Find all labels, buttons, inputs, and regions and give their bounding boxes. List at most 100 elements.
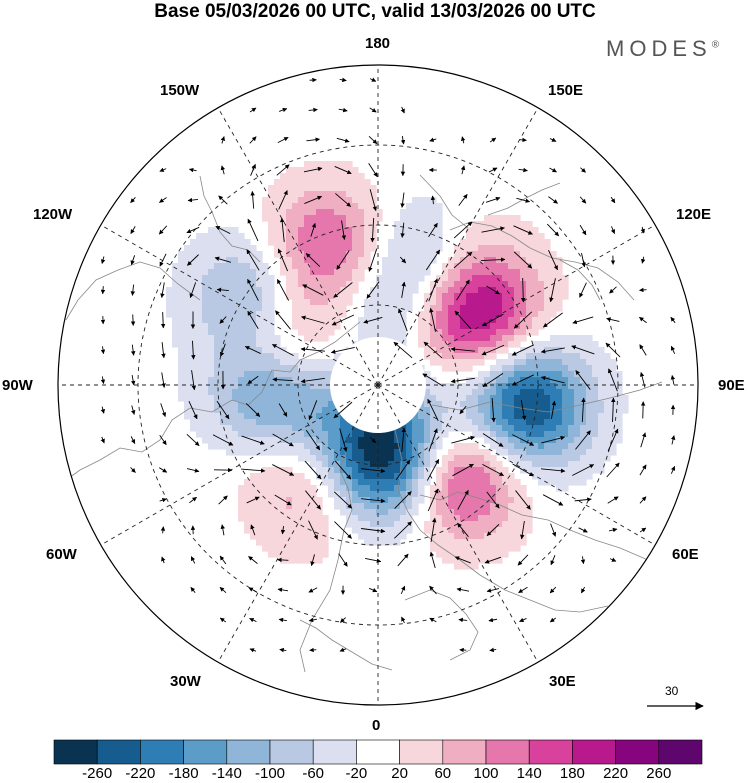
field-cell	[322, 443, 329, 450]
field-cell	[310, 215, 317, 222]
field-cell	[436, 533, 443, 540]
field-cell	[292, 167, 299, 174]
field-cell	[472, 353, 479, 360]
field-cell	[352, 179, 359, 186]
field-cell	[364, 251, 371, 258]
field-cell	[286, 449, 293, 456]
field-cell	[406, 215, 413, 222]
field-cell	[490, 491, 497, 498]
field-cell	[286, 419, 293, 426]
field-cell	[532, 431, 539, 438]
field-cell	[538, 449, 545, 456]
field-cell	[472, 473, 479, 480]
field-cell	[418, 473, 425, 480]
wind-arrow	[540, 347, 565, 354]
field-cell	[310, 449, 317, 456]
field-cell	[232, 437, 239, 444]
field-cell	[436, 425, 443, 432]
field-cell	[418, 485, 425, 492]
field-cell	[292, 479, 299, 486]
field-cell	[352, 203, 359, 210]
field-cell	[256, 311, 263, 318]
field-cell	[298, 419, 305, 426]
wind-arrow	[546, 223, 560, 237]
field-cell	[496, 431, 503, 438]
field-cell	[370, 455, 377, 462]
field-cell	[544, 359, 551, 366]
field-cell	[466, 491, 473, 498]
field-cell	[352, 257, 359, 264]
field-cell	[514, 515, 521, 522]
field-cell	[178, 395, 185, 402]
field-cell	[478, 305, 485, 312]
field-cell	[178, 287, 185, 294]
field-cell	[424, 209, 431, 216]
field-cell	[508, 365, 515, 372]
field-cell	[454, 293, 461, 300]
field-cell	[244, 257, 251, 264]
field-cell	[190, 395, 197, 402]
field-cell	[364, 257, 371, 264]
lon-label-90w: 90W	[2, 377, 33, 394]
field-cell	[292, 527, 299, 534]
field-cell	[274, 233, 281, 240]
map-border	[57, 64, 699, 706]
field-cell	[304, 329, 311, 336]
field-cell	[562, 395, 569, 402]
field-cell	[406, 449, 413, 456]
field-cell	[268, 479, 275, 486]
field-cell	[268, 335, 275, 342]
wind-arrow	[401, 281, 406, 298]
wind-arrow	[542, 494, 564, 506]
field-cell	[322, 467, 329, 474]
wind-arrow	[218, 495, 228, 505]
field-cell	[268, 281, 275, 288]
field-cell	[496, 335, 503, 342]
field-cell	[232, 371, 239, 378]
field-cell	[334, 425, 341, 432]
field-cell	[424, 227, 431, 234]
field-cell	[304, 449, 311, 456]
field-cell	[466, 365, 473, 372]
field-cell	[478, 233, 485, 240]
coastline	[65, 359, 301, 481]
field-cell	[358, 197, 365, 204]
field-cell	[472, 401, 479, 408]
field-cell	[274, 479, 281, 486]
field-cell	[586, 461, 593, 468]
field-cell	[472, 287, 479, 294]
field-cell	[298, 413, 305, 420]
field-cell	[478, 503, 485, 510]
field-cell	[514, 299, 521, 306]
colorbar-tick-label: 20	[391, 765, 408, 782]
field-cell	[550, 389, 557, 396]
field-cell	[238, 347, 245, 354]
field-cell	[322, 539, 329, 546]
field-cell	[526, 305, 533, 312]
field-cell	[256, 443, 263, 450]
field-cell	[262, 287, 269, 294]
field-cell	[172, 329, 179, 336]
field-cell	[460, 263, 467, 270]
field-cell	[322, 239, 329, 246]
field-cell	[490, 215, 497, 222]
field-cell	[220, 359, 227, 366]
field-cell	[400, 323, 407, 330]
field-cell	[256, 353, 263, 360]
field-cell	[250, 245, 257, 252]
field-cell	[292, 179, 299, 186]
field-cell	[328, 299, 335, 306]
wind-arrow	[520, 521, 525, 540]
field-cell	[478, 341, 485, 348]
wind-arrow	[241, 468, 266, 473]
field-cell	[244, 359, 251, 366]
field-cell	[502, 383, 509, 390]
modes-logo: MODES®	[606, 36, 719, 62]
wind-arrow	[575, 370, 591, 390]
field-cell	[424, 245, 431, 252]
field-cell	[322, 335, 329, 342]
field-cell	[286, 521, 293, 528]
field-cell	[550, 305, 557, 312]
field-cell	[364, 209, 371, 216]
field-cell	[592, 341, 599, 348]
